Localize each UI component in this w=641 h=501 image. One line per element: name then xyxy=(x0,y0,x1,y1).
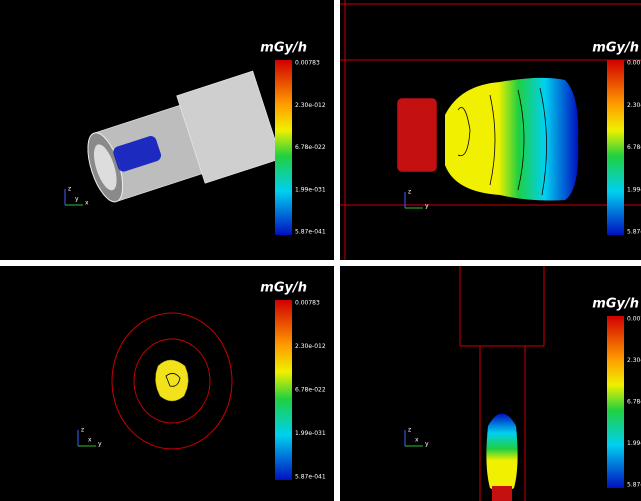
colorbar-label: 1.99e-031 xyxy=(295,186,326,193)
viewer: mGy/h 0.00783 2.30e-012 6.78e-022 1.99e-031 5… xyxy=(0,0,641,501)
view-svg: mGy/h 0.00783 2.30e-012 6.78e-022 1.99e-031 5… xyxy=(0,266,334,501)
colorbar-label: 5.87e-041 xyxy=(295,474,326,481)
axis-label: y xyxy=(425,441,429,448)
colorbar xyxy=(607,60,624,235)
view-top: mGy/h 0.00783 2.30e-012 6.78e-022 1.99e-031 5… xyxy=(340,266,641,501)
axis-label: x xyxy=(415,437,419,444)
colorbar-label: 1.99e-031 xyxy=(627,440,641,447)
view-3d: mGy/h 0.00783 2.30e-012 6.78e-022 1.99e-031 5… xyxy=(0,0,334,260)
colorbar-label: 0.00783 xyxy=(295,300,320,307)
axis-label: y xyxy=(98,441,102,448)
colorbar-label: 6.78e-022 xyxy=(627,144,641,151)
colorbar-label: 1.99e-031 xyxy=(627,186,641,193)
colorbar-label: 2.30e-012 xyxy=(295,343,326,350)
colorbar-label: 0.00783 xyxy=(627,60,641,67)
colorbar-unit: mGy/h xyxy=(260,281,307,296)
view-svg: mGy/h 0.00783 2.30e-012 6.78e-022 1.99e-031 5… xyxy=(340,266,641,501)
colorbar xyxy=(607,316,624,488)
colorbar-label: 5.87e-041 xyxy=(627,482,641,489)
axis-label: z xyxy=(68,186,71,193)
colorbar-label: 2.30e-012 xyxy=(295,102,326,109)
view-svg: mGy/h 0.00783 2.30e-012 6.78e-022 1.99e-031 5… xyxy=(340,0,641,260)
colorbar-label: 0.00783 xyxy=(627,316,641,323)
axis-label: y xyxy=(425,203,429,210)
colorbar-unit: mGy/h xyxy=(260,41,307,56)
colorbar-label: 0.00783 xyxy=(295,60,320,67)
colorbar-label: 6.78e-022 xyxy=(295,387,326,394)
colorbar-label: 6.78e-022 xyxy=(627,399,641,406)
colorbar-unit: mGy/h xyxy=(592,297,639,312)
view-svg: mGy/h 0.00783 2.30e-012 6.78e-022 1.99e-031 5… xyxy=(0,0,334,260)
colorbar xyxy=(275,60,292,235)
axis-label: z xyxy=(408,427,411,434)
colorbar-label: 1.99e-031 xyxy=(295,430,326,437)
view-front: mGy/h 0.00783 2.30e-012 6.78e-022 1.99e-031 5… xyxy=(0,266,334,501)
colorbar-label: 5.87e-041 xyxy=(627,229,641,236)
colorbar xyxy=(275,300,292,480)
colorbar-unit: mGy/h xyxy=(592,41,639,56)
cylinder xyxy=(78,71,281,215)
axis-label: x xyxy=(88,437,92,444)
axis-label: z xyxy=(81,427,84,434)
view-side: mGy/h 0.00783 2.30e-012 6.78e-022 1.99e-031 5… xyxy=(340,0,641,260)
colorbar-label: 6.78e-022 xyxy=(295,144,326,151)
colorbar-label: 2.30e-012 xyxy=(627,102,641,109)
colorbar-label: 5.87e-041 xyxy=(295,229,326,236)
axis-label: x xyxy=(85,200,89,207)
colorbar-label: 2.30e-012 xyxy=(627,357,641,364)
axis-label: y xyxy=(75,196,79,203)
axis-label: z xyxy=(408,189,411,196)
